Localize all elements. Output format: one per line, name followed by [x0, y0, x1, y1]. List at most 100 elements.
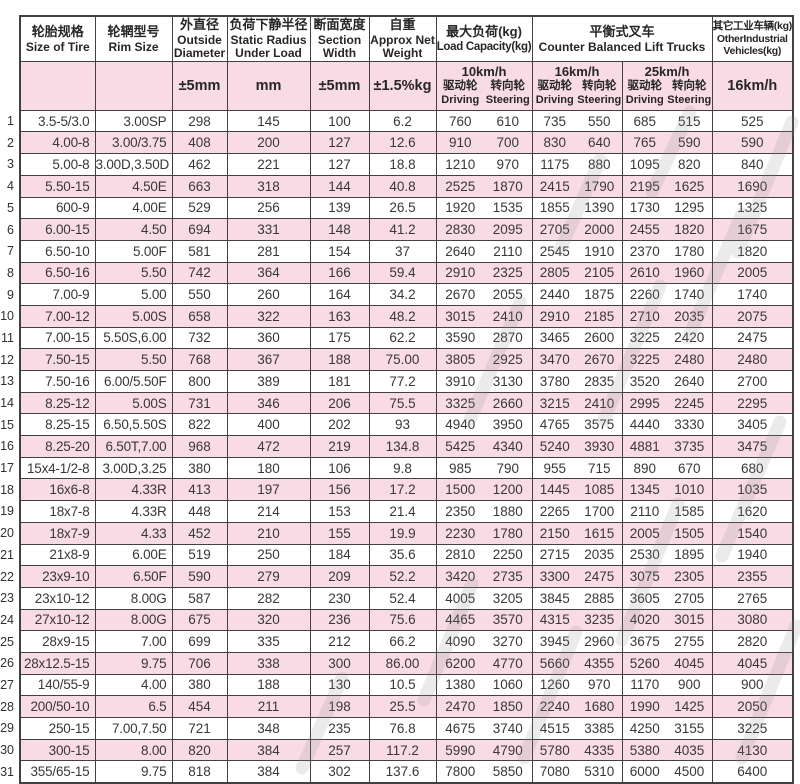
driving-steering-pair: 3845 2885: [533, 591, 622, 606]
steering-value: 715: [587, 460, 611, 476]
load-10kmh-cell: 2470 1850: [435, 695, 533, 719]
driving-steering-pair: 4440 3330: [623, 417, 712, 432]
row-number-cell: 8: [0, 262, 20, 284]
net-weight-cell: 9.8: [368, 456, 437, 480]
rim-size-cell: 4.33R: [94, 500, 173, 523]
rim-size-cell: 4.50: [94, 218, 173, 241]
steering-value: 2735: [492, 569, 523, 585]
other-industrial-cell: 1675: [711, 218, 795, 241]
rim-size-cell: 6.50F: [94, 565, 173, 588]
col-header-size-of-tire: 轮胎规格 Size of Tire: [19, 14, 96, 62]
row-number-cell: 23: [0, 587, 20, 610]
driving-value: 3780: [539, 373, 570, 389]
tire-size-cell: 15x4-1/2-8: [19, 456, 96, 480]
steering-value: 5310: [584, 764, 615, 780]
steering-value: 1295: [674, 200, 705, 216]
static-radius-cell: 221: [226, 153, 311, 176]
static-radius-cell: 338: [226, 651, 311, 675]
driving-steering-pair: 2525 1870: [437, 179, 532, 194]
steering-en-label: Steering: [577, 93, 622, 106]
tire-spec-table: 轮胎规格 Size of Tire 轮辋型号 Rim Size 外直径 Outs…: [0, 14, 795, 784]
driving-steering-pair: 2110 1585: [623, 504, 712, 519]
load-16kmh-cell: 7080 5310: [531, 760, 623, 784]
outside-diameter-cell: 452: [171, 521, 228, 545]
table-row: 23 23x10-12 8.00G 587 282 230 52.4 4005 3205 3845…: [0, 586, 795, 610]
tire-size-cell: 5.50-15: [19, 174, 96, 198]
section-width-cell: 300: [309, 651, 370, 675]
section-width-cell: 154: [309, 239, 370, 263]
section-width-cell: 212: [309, 630, 370, 653]
driving-value: 2525: [445, 178, 476, 194]
load-25kmh-cell: 3225 2480: [621, 348, 713, 372]
driving-steering-pair: 6000 4500: [623, 764, 712, 779]
row-number-cell: 13: [0, 370, 20, 393]
net-weight-cell: 18.8: [368, 153, 437, 176]
steering-value: 1875: [584, 287, 615, 303]
steering-value: 3235: [584, 612, 615, 628]
load-25kmh-cell: 2370 1780: [621, 239, 713, 263]
row-number-cell: 11: [0, 327, 20, 349]
load-16kmh-cell: 2705 2000: [531, 218, 623, 241]
steering-value: 1960: [674, 265, 705, 281]
driving-value: 2710: [629, 308, 660, 324]
load-16kmh-cell: 2715 2035: [531, 543, 623, 567]
driving-value: 1210: [445, 156, 476, 172]
row-number-column-header: [0, 16, 20, 111]
driving-value: 735: [543, 113, 567, 129]
section-width-cell: 106: [309, 456, 370, 480]
other-industrial-cell: 900: [711, 673, 795, 697]
steering-value: 2600: [584, 330, 615, 346]
load-16kmh-cell: 5660 4355: [531, 651, 623, 675]
section-width-cell: 144: [309, 174, 370, 198]
load-10kmh-cell: 2525 1870: [435, 174, 533, 198]
row-number-cell: 10: [0, 305, 20, 328]
table-row: 19 18x7-8 4.33R 448 214 153 21.4 2350 1880 2265 17…: [0, 500, 795, 523]
driving-value: 3015: [445, 308, 476, 324]
net-weight-cell: 35.6: [368, 543, 437, 567]
header-en-label: Counter Balanced Lift Trucks: [538, 39, 706, 54]
net-weight-cell: 134.8: [368, 435, 437, 458]
driving-steering-pair: 3300 2475: [533, 569, 622, 584]
tire-size-cell: 4.00-8: [19, 131, 96, 155]
tire-size-cell: 18x7-8: [19, 500, 96, 523]
steering-value: 1085: [584, 482, 615, 498]
section-width-cell: 198: [309, 695, 370, 719]
driving-steering-pair: 4090 3270: [437, 634, 532, 649]
load-10kmh-cell: 5990 4790: [435, 738, 533, 762]
steering-value: 1780: [674, 243, 705, 259]
driving-steering-pair: 3805 2925: [437, 352, 532, 367]
driving-value: 4440: [629, 417, 660, 433]
static-radius-cell: 281: [226, 239, 311, 263]
outside-diameter-cell: 462: [171, 153, 228, 176]
load-16kmh-cell: 735 550: [531, 109, 623, 133]
net-weight-cell: 12.6: [368, 131, 437, 155]
steering-value: 3385: [584, 720, 615, 736]
static-radius-cell: 260: [226, 283, 311, 306]
steering-value: 2420: [674, 330, 705, 346]
tire-size-cell: 28x9-15: [19, 630, 96, 653]
row-number-cell: 27: [0, 674, 20, 696]
rim-size-cell: 4.50E: [94, 174, 173, 198]
rim-size-cell: 9.75: [94, 651, 173, 675]
static-radius-cell: 210: [226, 521, 311, 545]
section-width-cell: 100: [309, 109, 370, 133]
tire-size-cell: 8.25-20: [19, 435, 96, 458]
static-radius-cell: 360: [226, 326, 311, 350]
driving-steering-pair: 3605 2705: [623, 591, 712, 606]
steering-value: 670: [678, 460, 701, 476]
row-number-cell: 1: [0, 110, 20, 132]
driving-steering-pair: 3470 2670: [533, 352, 622, 367]
wheel-labels-en: Driving Steering: [623, 94, 712, 107]
section-width-cell: 302: [309, 760, 370, 784]
col-header-section-width: 断面宽度 Section Width: [309, 14, 370, 62]
driving-steering-pair: 1730 1295: [623, 200, 712, 215]
steering-value: 2000: [584, 222, 615, 238]
steering-value: 4770: [492, 655, 523, 671]
outside-diameter-cell: 731: [171, 391, 228, 415]
table-row: 15 8.25-15 6.50,5.50S 822 400 202 93 4940 3950 47…: [0, 413, 795, 437]
header-zh-label: 其它工业车辆(kg): [712, 20, 793, 33]
row-number-cell: 31: [0, 760, 20, 784]
header-en-label: Load Capacity(kg): [436, 40, 532, 53]
driving-value: 4315: [539, 612, 570, 628]
